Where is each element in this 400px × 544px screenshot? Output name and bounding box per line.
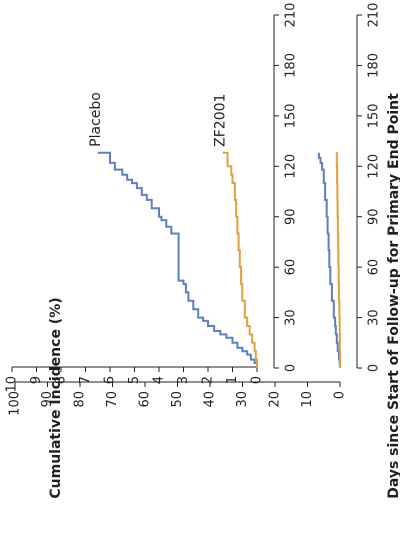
main-y-tick-label: 10 xyxy=(300,391,315,408)
main-x-tick-label: 180 xyxy=(367,53,382,78)
main-y-tick-label: 50 xyxy=(170,391,185,408)
inset-x-tick-label: 150 xyxy=(284,103,299,128)
inset-series-0-line xyxy=(97,151,258,368)
inset-y-tick-label: 0 xyxy=(250,376,265,384)
inset-y-tick-label: 6 xyxy=(103,376,118,384)
main-y-tick-label: 70 xyxy=(105,391,120,408)
main-y-tick-label: 90 xyxy=(40,391,55,408)
main-x-tick-label: 60 xyxy=(367,259,382,276)
main-plot: 0306090120150180210010203040506070809010… xyxy=(8,3,382,416)
main-x-tick-label: 210 xyxy=(367,3,382,28)
main-series-0-line xyxy=(317,152,341,368)
inset-y-tick-label: 7 xyxy=(78,376,93,384)
x-axis-title: Days since Start of Follow-up for Primar… xyxy=(386,93,400,499)
inset-plot: 0 30 60 90 120 150 180 210 0 1 2 3 4 5 6 7 8 9 10 Placebo ZF… xyxy=(5,3,299,393)
inset-x-tick-label: 30 xyxy=(284,309,299,326)
inset-series-1-line xyxy=(222,151,258,368)
main-x-tick-label: 150 xyxy=(367,103,382,128)
main-series-1-line xyxy=(335,151,341,368)
inset-y-tick-label: 3 xyxy=(176,376,191,384)
inset-y-tick-label: 8 xyxy=(54,376,69,384)
inset-series-0-label: Placebo xyxy=(88,92,104,147)
y-axis-title: Cumulative Incidence (%) xyxy=(48,297,64,498)
main-y-tick-label: 80 xyxy=(73,391,88,408)
main-x-tick-label: 90 xyxy=(367,208,382,225)
main-y-tick-label: 100 xyxy=(8,391,23,416)
inset-x-tick-label: 60 xyxy=(284,259,299,276)
inset-series-1-label: ZF2001 xyxy=(213,94,229,147)
inset-y-tick-label: 4 xyxy=(152,376,167,384)
inset-x-tick-label: 0 xyxy=(284,364,299,372)
inset-x-tick-label: 180 xyxy=(284,53,299,78)
inset-y-tick-label: 2 xyxy=(201,376,216,384)
inset-x-tick-label: 210 xyxy=(284,3,299,28)
inset-y-tick-label: 1 xyxy=(225,376,240,384)
main-y-tick-label: 40 xyxy=(203,391,218,408)
main-x-tick-label: 30 xyxy=(367,309,382,326)
inset-y-tick-label: 5 xyxy=(127,376,142,384)
inset-y-tick-label: 10 xyxy=(5,376,20,393)
inset-x-tick-label: 90 xyxy=(284,208,299,225)
main-y-tick-label: 60 xyxy=(138,391,153,408)
main-x-tick-label: 0 xyxy=(367,364,382,372)
inset-y-tick-label: 9 xyxy=(29,376,44,384)
main-y-tick-label: 20 xyxy=(268,391,283,408)
main-y-tick-label: 0 xyxy=(333,391,348,399)
main-x-tick-label: 120 xyxy=(367,154,382,179)
main-y-tick-label: 30 xyxy=(235,391,250,408)
inset-x-tick-label: 120 xyxy=(284,154,299,179)
